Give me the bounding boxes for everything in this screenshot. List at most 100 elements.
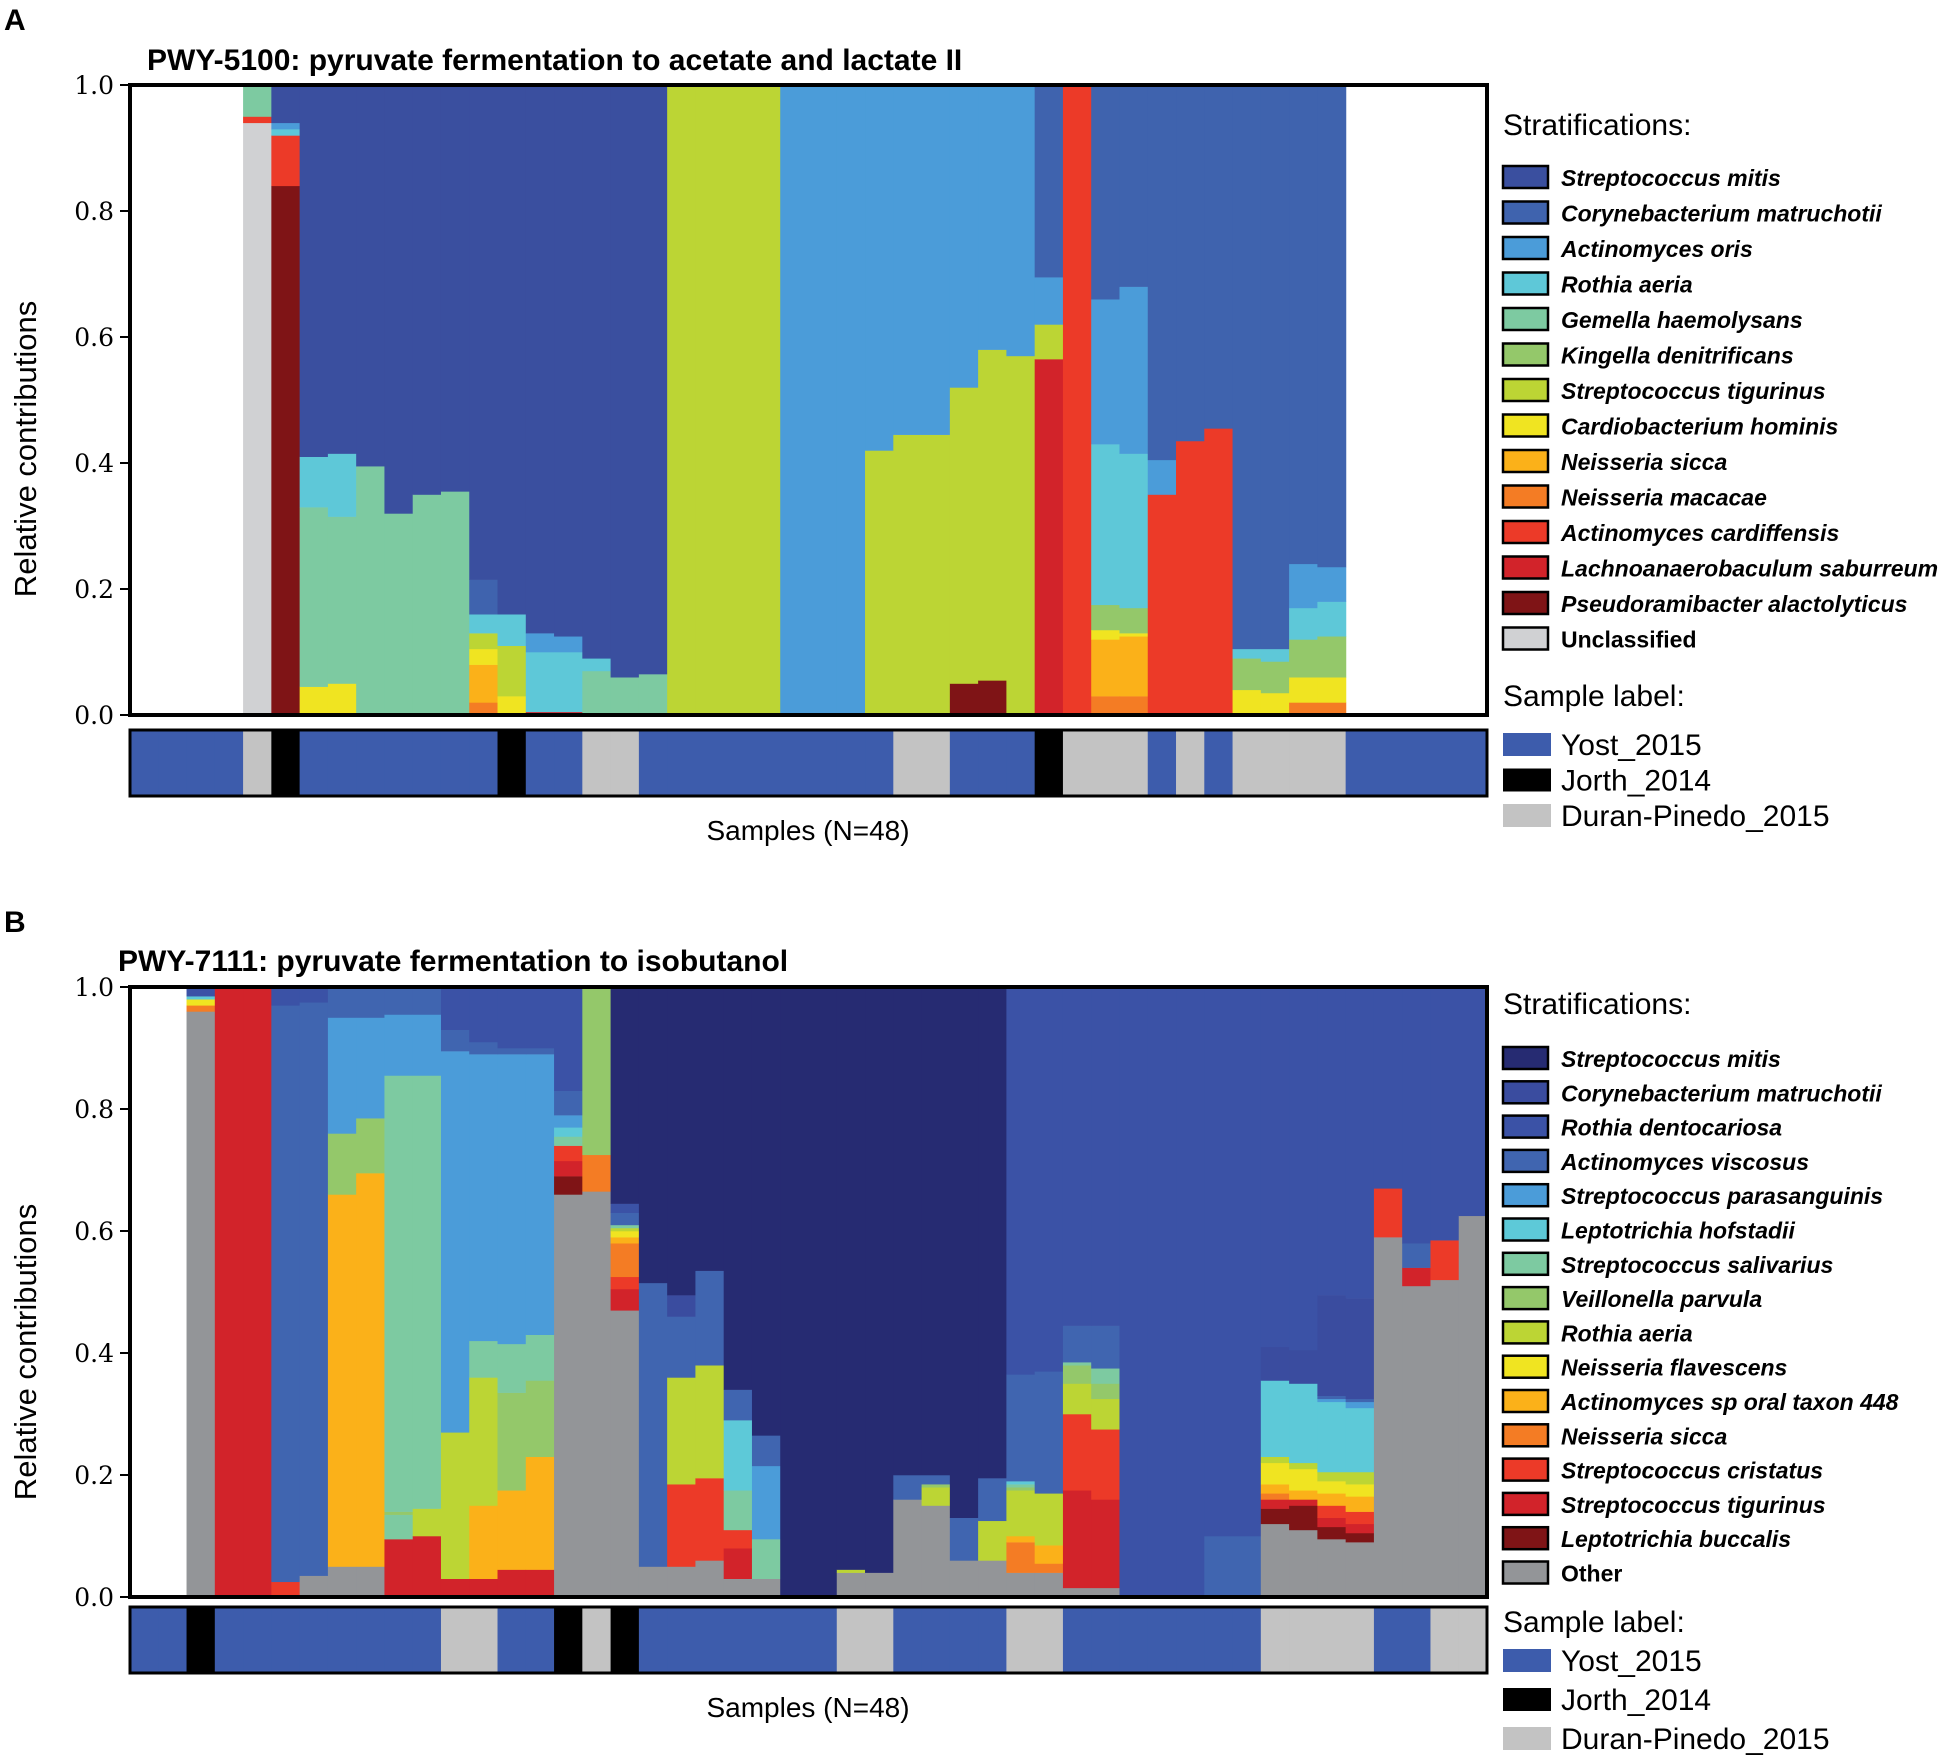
bar-segment-b-s16-8: [554, 987, 583, 1091]
sample-label-cell-b-45: [1373, 1607, 1403, 1673]
bar-segment-a-s28-1: [893, 85, 923, 435]
bar-segment-b-s8-0: [327, 1566, 357, 1598]
legend-label-b-9: Neisseria flavescens: [1561, 1355, 1787, 1381]
bar-segment-b-s30-0: [949, 1560, 979, 1598]
bar-segment-b-s32-5: [1006, 1484, 1036, 1488]
y-tick-label-a-3: 0.6: [74, 323, 114, 352]
bar-segment-b-s9-1: [356, 1173, 386, 1567]
bar-segment-a-s42-1: [1289, 677, 1318, 703]
sample-label-cell-a-45: [1373, 730, 1403, 796]
bar-segment-b-s43-1: [1317, 1526, 1347, 1540]
sample-label-cell-b-27: [865, 1607, 894, 1673]
bar-segment-b-s45-0: [1373, 1237, 1403, 1598]
bar-segment-b-s44-7: [1345, 1407, 1375, 1473]
bar-segment-b-s20-1: [667, 1484, 697, 1567]
legend-label-a-8: Neisseria sicca: [1561, 449, 1727, 475]
sample-label-cell-a-24: [780, 730, 810, 796]
bar-segment-b-s11-1: [412, 1508, 442, 1537]
bar-segment-a-s29-0: [921, 434, 951, 716]
bar-segment-b-s16-6: [554, 1115, 583, 1128]
sample-label-cell-a-43: [1317, 730, 1347, 796]
bar-segment-a-s18-0: [610, 677, 640, 716]
bar-segment-a-s17-0: [582, 670, 612, 716]
y-tick-label-a-4: 0.8: [74, 197, 114, 226]
bar-segment-a-s17-2: [582, 85, 612, 659]
bar-segment-a-s41-2: [1260, 648, 1290, 662]
bar-segment-a-s11-0: [412, 494, 442, 716]
bar-segment-a-s36-3: [1119, 607, 1149, 634]
legend-label-b-15: Other: [1561, 1561, 1622, 1587]
bar-segment-b-s40-1: [1232, 987, 1262, 1537]
bar-segment-a-s13-2: [469, 648, 499, 665]
sample-label-cell-a-36: [1119, 730, 1149, 796]
bar-segment-b-s38-0: [1176, 987, 1205, 1598]
bar-segment-b-s16-7: [554, 1090, 583, 1116]
sample-legend-label-a-0: Yost_2015: [1561, 729, 1702, 762]
sample-label-cell-b-12: [440, 1607, 470, 1673]
bar-segment-a-s19-1: [638, 85, 668, 675]
sample-label-cell-a-29: [921, 730, 951, 796]
sample-label-cell-b-40: [1232, 1607, 1262, 1673]
bar-segment-a-s24-0: [780, 85, 810, 716]
bar-segment-b-s3-2: [186, 999, 216, 1006]
bar-segment-a-s35-4: [1091, 444, 1121, 606]
sample-label-cell-b-25: [808, 1607, 838, 1673]
sample-label-cell-b-5: [243, 1607, 272, 1673]
bar-segment-b-s13-2: [469, 1377, 499, 1506]
bar-segment-b-s39-0: [1204, 1536, 1234, 1598]
legend-swatch-b-15: [1501, 1560, 1550, 1585]
sample-legend-label-b-2: Duran-Pinedo_2015: [1561, 1723, 1830, 1756]
bar-segment-a-s8-2: [327, 453, 357, 517]
bar-segment-b-s22-3: [723, 1490, 753, 1531]
sample-label-cell-b-32: [1006, 1607, 1036, 1673]
bar-segment-b-s18-5: [610, 1231, 640, 1238]
bar-segment-a-s41-3: [1260, 85, 1290, 650]
bar-segment-a-s8-0: [327, 683, 357, 716]
legend-swatch-b-2: [1501, 1114, 1550, 1139]
bar-segment-a-s32-0: [1006, 355, 1036, 716]
bar-segment-b-s29-1: [921, 1487, 951, 1506]
sample-label-cell-a-46: [1402, 730, 1432, 796]
bar-segment-b-s44-5: [1345, 1484, 1375, 1497]
bar-segment-b-s33-1: [1034, 1563, 1064, 1573]
sample-label-title-b: Sample label:: [1503, 1606, 1685, 1639]
bar-segment-b-s40-0: [1232, 1536, 1262, 1598]
bar-segment-b-s13-4: [469, 1054, 499, 1342]
bar-segment-b-s7-2: [299, 987, 329, 1003]
legend-label-b-4: Streptococcus parasanguinis: [1561, 1183, 1883, 1209]
bar-segment-a-s10-1: [384, 85, 414, 514]
bar-segment-b-s48-0: [1458, 1215, 1488, 1598]
y-tick-label-b-2: 0.4: [74, 1339, 114, 1368]
bar-segment-b-s3-0: [186, 1011, 216, 1598]
y-tick-label-b-5: 1.0: [74, 973, 114, 1002]
bar-segment-b-s10-3: [384, 1075, 414, 1512]
bar-segment-b-s14-0: [497, 1569, 527, 1598]
sample-label-cell-b-37: [1147, 1607, 1177, 1673]
sample-label-cell-b-7: [299, 1607, 329, 1673]
legend-swatch-a-4: [1501, 306, 1550, 332]
legend-label-a-5: Kingella denitrificans: [1561, 343, 1794, 369]
bar-segment-b-s39-1: [1204, 987, 1234, 1537]
sample-label-cell-b-22: [723, 1607, 753, 1673]
bar-segment-b-s43-4: [1317, 1493, 1347, 1506]
sample-label-cell-a-18: [610, 730, 640, 796]
bar-segment-b-s34-2: [1062, 1414, 1092, 1491]
sample-label-cell-a-6: [271, 730, 301, 796]
y-tick-label-b-1: 0.2: [74, 1461, 114, 1490]
sample-label-cell-a-30: [949, 730, 979, 796]
legend-label-b-2: Rothia dentocariosa: [1561, 1115, 1782, 1141]
bar-segment-b-s32-1: [1006, 1542, 1036, 1573]
legend-label-a-0: Streptococcus mitis: [1561, 165, 1781, 191]
bar-segment-b-s8-2: [327, 1133, 357, 1195]
sample-label-cell-a-4: [214, 730, 244, 796]
bar-segment-b-s14-1: [497, 1490, 527, 1570]
bar-segment-a-s37-0: [1147, 494, 1177, 716]
bar-segment-b-s13-5: [469, 1041, 499, 1055]
bar-segment-b-s21-0: [695, 1560, 725, 1598]
sample-label-cell-a-14: [497, 730, 527, 796]
bar-segment-b-s43-6: [1317, 1471, 1347, 1482]
bar-segment-b-s7-0: [299, 1575, 329, 1598]
legend-label-b-8: Rothia aeria: [1561, 1320, 1693, 1346]
bar-segment-b-s41-6: [1260, 1456, 1290, 1464]
